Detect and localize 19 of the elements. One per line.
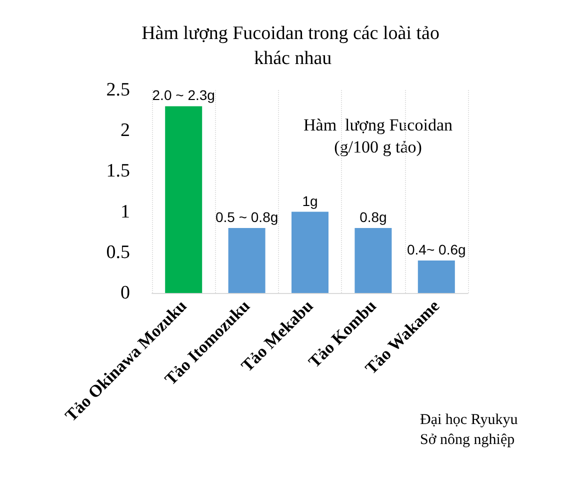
annotation: Hàm lượng Fucoidan (g/100 g tảo) [304, 116, 453, 156]
data-label: 1g [302, 192, 318, 209]
bar [228, 228, 266, 293]
chart-title: Hàm lượng Fucoidan trong các loài tảo khác nhau [142, 23, 440, 69]
y-tick-label: 0.5 [106, 242, 130, 263]
data-label: 2.0 ~ 2.3g [152, 87, 215, 104]
bar [165, 106, 202, 293]
bar [292, 212, 328, 293]
bar [418, 260, 455, 293]
data-label: 0.4~ 0.6g [407, 242, 466, 258]
data-label: 0.8g [360, 209, 387, 226]
bar [354, 228, 392, 293]
y-tick-label: 0 [120, 282, 130, 304]
data-label: 0.5 ~ 0.8g [215, 209, 278, 226]
y-tick-label: 1.5 [106, 160, 130, 182]
text: Đại học Ryukyu Sở nông nghiệp [420, 412, 518, 448]
y-tick-label: 1 [120, 201, 130, 222]
y-tick-label: 2 [120, 120, 130, 142]
y-tick-label: 2.5 [106, 80, 130, 100]
